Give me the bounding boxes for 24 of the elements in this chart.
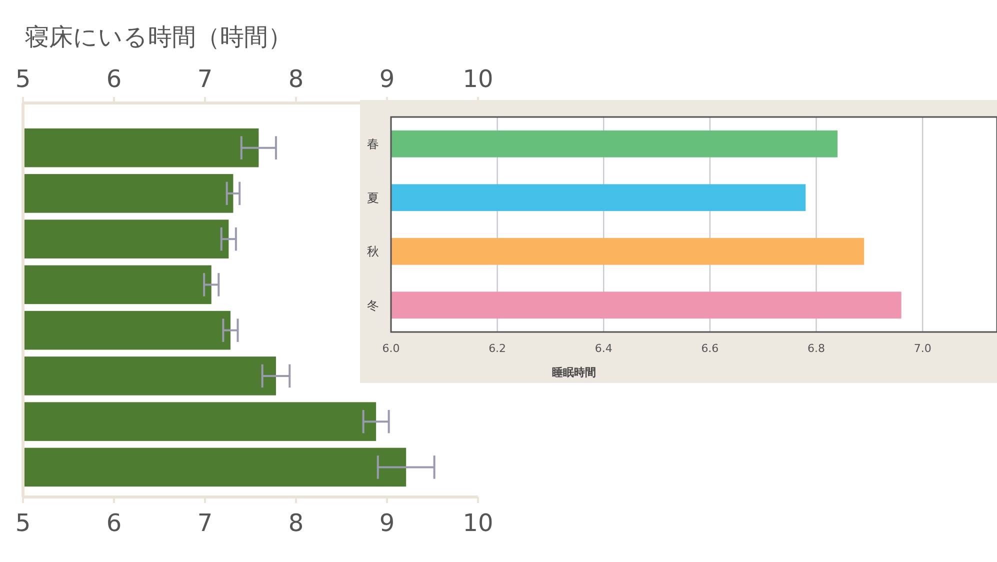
y-tick-label: 春	[367, 137, 379, 152]
x-axis-title: 睡眠時間	[552, 366, 596, 379]
x-tick-label: 6	[106, 509, 122, 537]
x-tick-label: 7	[197, 509, 213, 537]
x2-tick-label: 9	[379, 65, 395, 93]
x-tick-label: 6.8	[808, 342, 826, 355]
x2-tick-label: 5	[15, 65, 31, 93]
x-tick-label: 7.0	[914, 342, 932, 355]
x-tick-label: 6.2	[488, 342, 506, 355]
y-tick-label: 秋	[367, 244, 379, 259]
x-tick-label: 6.4	[594, 342, 612, 355]
x2-tick-label: 6	[106, 65, 122, 93]
y-tick-label: 夏	[367, 190, 379, 205]
x2-tick-label: 7	[197, 65, 213, 93]
x-tick-label: 10	[462, 509, 494, 537]
x-tick-label: 6.0	[382, 342, 400, 355]
x-tick-label: 8	[288, 509, 304, 537]
x2-tick-label: 10	[462, 65, 494, 93]
x-tick-label: 6.6	[701, 342, 719, 355]
x-tick-label: 9	[379, 509, 395, 537]
y-tick-label: 冬	[367, 298, 379, 312]
x-tick-label: 5	[15, 509, 31, 537]
chart-title: 寝床にいる時間（時間）	[25, 23, 292, 51]
x2-tick-label: 8	[288, 65, 304, 93]
